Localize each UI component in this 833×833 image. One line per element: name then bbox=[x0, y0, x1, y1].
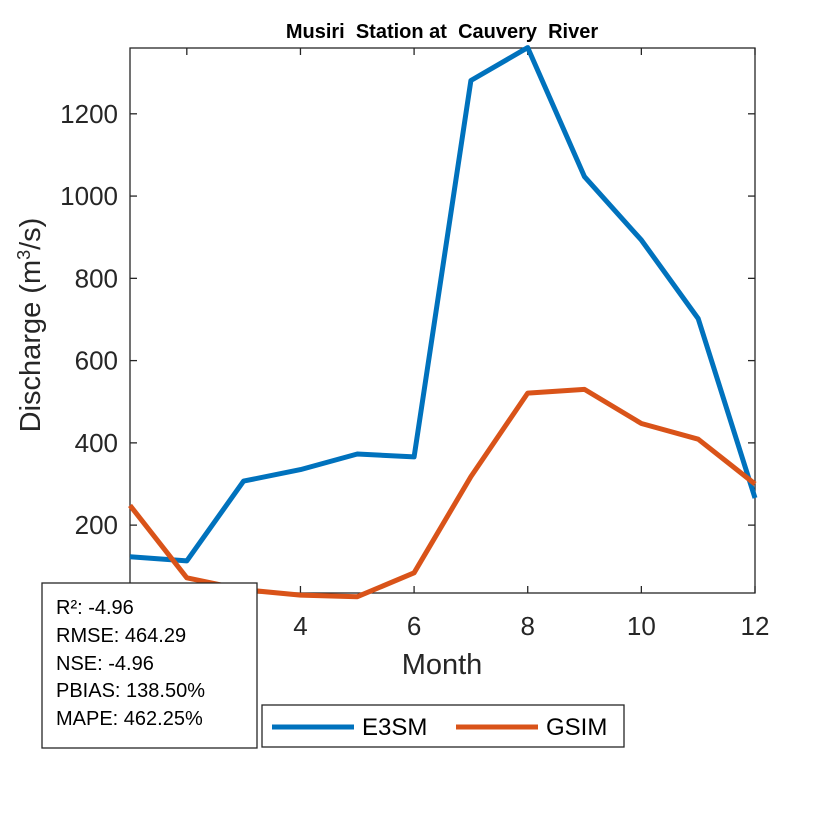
y-axis-title-main: Discharge (m bbox=[15, 260, 47, 432]
y-tick-label: 800 bbox=[75, 263, 118, 293]
legend-label-e3sm: E3SM bbox=[362, 714, 427, 741]
stats-box-frame bbox=[41, 582, 258, 749]
y-axis-title-superscript: 3 bbox=[14, 250, 34, 260]
legend-label-gsim: GSIM bbox=[546, 714, 607, 741]
x-tick-label: 12 bbox=[741, 611, 770, 641]
stats-box: R²: -4.96 RMSE: 464.29 NSE: -4.96 PBIAS:… bbox=[41, 582, 258, 749]
stat-nse: NSE: -4.96 bbox=[56, 653, 154, 675]
y-tick-label: 1200 bbox=[60, 99, 118, 129]
series-line-e3sm bbox=[129, 45, 758, 564]
x-axis-title: Month bbox=[402, 649, 483, 681]
x-tick-label: 4 bbox=[293, 611, 307, 641]
stat-mape: MAPE: 462.25% bbox=[56, 708, 203, 730]
chart-title: Musiri Station at Cauvery River bbox=[286, 21, 599, 43]
y-tick-label: 200 bbox=[75, 510, 118, 540]
y-tick-label: 1000 bbox=[60, 181, 118, 211]
legend: E3SM GSIM bbox=[261, 704, 625, 748]
y-tick-label: 600 bbox=[75, 346, 118, 376]
stat-rmse: RMSE: 464.29 bbox=[56, 625, 186, 647]
x-tick-label: 6 bbox=[407, 611, 421, 641]
stat-pbias: PBIAS: 138.50% bbox=[56, 680, 205, 702]
stat-r2: R²: -4.96 bbox=[56, 597, 134, 619]
y-axis-title-end: /s) bbox=[15, 218, 47, 250]
plot-area bbox=[129, 47, 756, 594]
y-tick-label: 400 bbox=[75, 428, 118, 458]
x-tick-label: 10 bbox=[627, 611, 656, 641]
y-axis-title: Discharge (m3/s) bbox=[14, 218, 47, 433]
x-tick-label: 8 bbox=[520, 611, 534, 641]
